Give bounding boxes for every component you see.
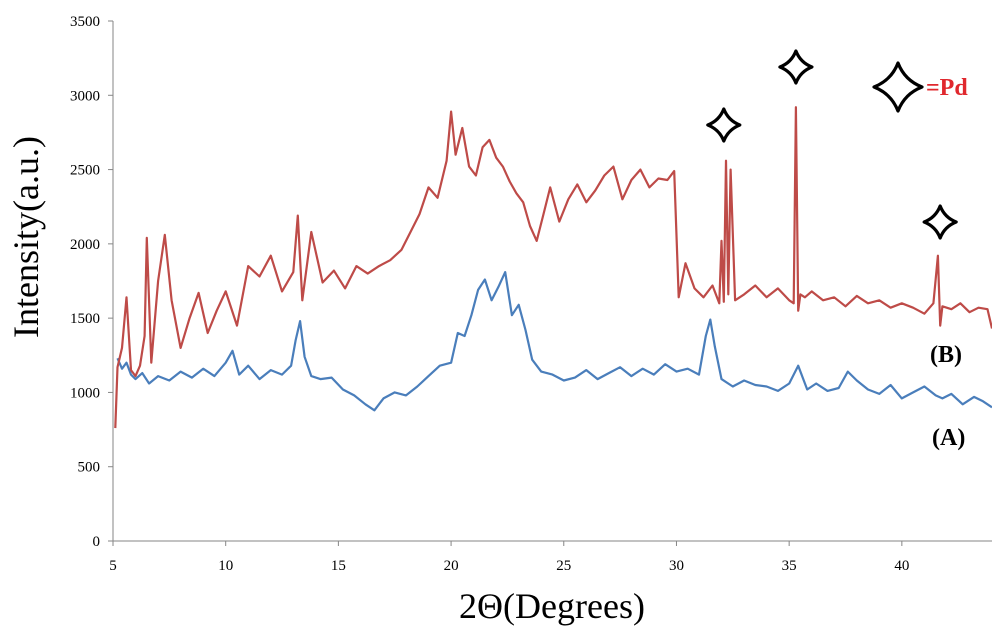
x-tick-label: 30 [669, 558, 684, 574]
y-axis-title: Intensity(a.u.) [6, 136, 46, 338]
y-tick-label: 2500 [70, 163, 100, 179]
series-line-a [116, 271, 992, 412]
series-label-a: (A) [932, 425, 965, 451]
x-tick-label: 35 [782, 558, 797, 574]
y-tick-label: 0 [93, 534, 101, 550]
x-axis-ticks: 5 10 15 20 25 30 35 40 [109, 541, 909, 574]
legend: =Pd [872, 61, 968, 113]
y-tick-label: 2000 [70, 237, 100, 253]
legend-pd-label: =Pd [926, 75, 968, 101]
y-tick-label: 3500 [70, 14, 100, 30]
pd-peak-markers [706, 49, 958, 240]
series-line-b [114, 106, 992, 429]
x-tick-label: 40 [894, 558, 909, 574]
x-tick-label: 25 [556, 558, 571, 574]
four-point-star-icon [778, 49, 814, 85]
four-point-star-icon [922, 204, 958, 240]
y-axis-ticks: 0 500 1000 1500 2000 2500 3000 3500 [70, 14, 113, 550]
y-tick-label: 1500 [70, 311, 100, 327]
y-tick-label: 1000 [70, 385, 100, 401]
four-point-star-icon [872, 61, 924, 113]
x-axis-title: 2Θ(Degrees) [459, 586, 645, 626]
x-tick-label: 20 [444, 558, 459, 574]
x-tick-label: 15 [331, 558, 346, 574]
y-tick-label: 3000 [70, 88, 100, 104]
x-tick-label: 5 [109, 558, 117, 574]
series-layer [114, 106, 992, 429]
x-tick-label: 10 [218, 558, 233, 574]
four-point-star-icon [706, 107, 742, 143]
series-label-b: (B) [930, 342, 962, 368]
four-point-star-icon [872, 61, 924, 113]
y-tick-label: 500 [78, 460, 101, 476]
